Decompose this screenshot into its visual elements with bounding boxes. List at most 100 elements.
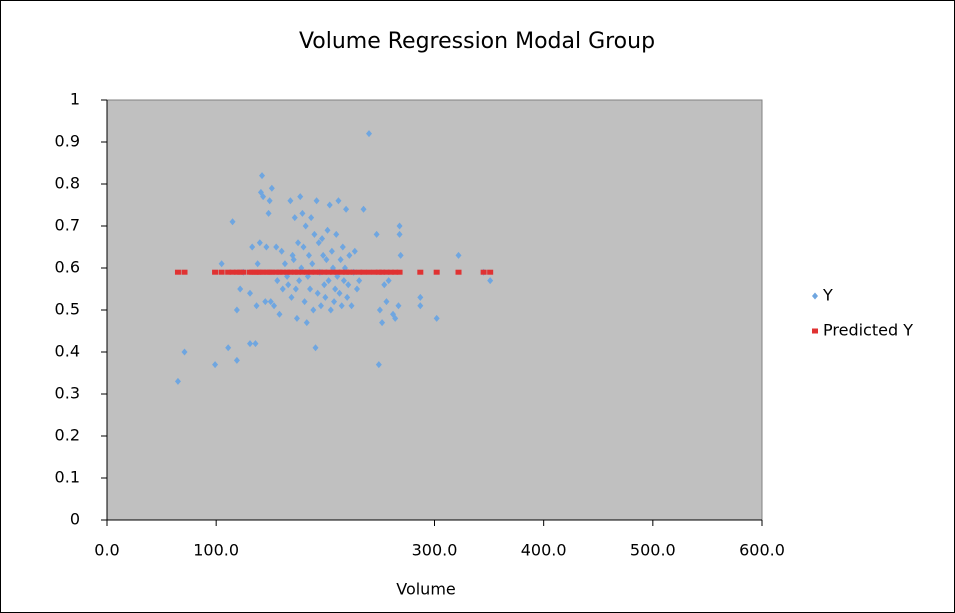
predicted-point <box>291 269 298 275</box>
x-tick-label: 300.0 <box>412 541 458 560</box>
data-point <box>237 285 244 293</box>
data-point <box>340 277 347 285</box>
data-point <box>218 260 225 268</box>
predicted-point <box>260 269 267 275</box>
predicted-point <box>329 269 336 275</box>
predicted-point <box>174 269 181 275</box>
predicted-point <box>287 269 294 275</box>
data-point <box>295 239 302 247</box>
data-point <box>278 247 285 255</box>
data-point <box>266 197 273 205</box>
data-point <box>276 310 283 318</box>
data-point <box>323 256 330 264</box>
predicted-point <box>276 269 283 275</box>
data-point <box>397 251 404 259</box>
data-point <box>296 277 303 285</box>
predicted-point <box>455 269 462 275</box>
data-point <box>265 209 272 217</box>
data-point <box>307 285 314 293</box>
data-point <box>268 184 275 192</box>
data-point <box>353 285 360 293</box>
data-point <box>212 361 219 369</box>
predicted-point <box>284 269 291 275</box>
predicted-point <box>417 269 424 275</box>
data-point <box>253 302 260 310</box>
predicted-point <box>225 269 232 275</box>
data-point <box>324 226 331 234</box>
data-point <box>274 277 281 285</box>
predicted-point <box>229 269 236 275</box>
predicted-point <box>325 269 332 275</box>
predicted-point <box>338 269 345 275</box>
data-point <box>303 319 310 327</box>
data-point <box>339 243 346 251</box>
data-point <box>385 277 392 285</box>
y-tick-label: 0.1 <box>55 468 80 487</box>
predicted-point <box>383 269 390 275</box>
plot-area <box>106 99 763 521</box>
predicted-point <box>334 269 341 275</box>
data-point <box>313 197 320 205</box>
data-point <box>260 193 267 201</box>
x-tick-label: 400.0 <box>521 541 567 560</box>
x-tick-label: 0.0 <box>94 541 119 560</box>
data-point <box>383 298 390 306</box>
data-point <box>319 235 326 243</box>
data-point <box>271 302 278 310</box>
chart-title: Volume Regression Modal Group <box>299 29 655 54</box>
predicted-point <box>249 269 256 275</box>
data-point <box>229 218 236 226</box>
x-tick-label: 600.0 <box>739 541 785 560</box>
data-point <box>417 293 424 301</box>
data-point <box>308 214 315 222</box>
data-point <box>328 247 335 255</box>
data-point <box>288 293 295 301</box>
predicted-point <box>379 269 386 275</box>
predicted-point <box>487 269 494 275</box>
data-point <box>327 306 334 314</box>
legend-label: Predicted Y <box>823 321 913 340</box>
data-point <box>346 251 353 259</box>
data-point <box>317 302 324 310</box>
predicted-point <box>343 269 350 275</box>
data-point <box>174 377 181 385</box>
data-point <box>455 251 462 259</box>
data-point <box>302 222 309 230</box>
data-point <box>366 130 372 138</box>
legend-marker <box>812 292 818 300</box>
data-point <box>292 285 299 293</box>
predicted-point <box>396 269 403 275</box>
data-point <box>337 256 344 264</box>
data-point <box>392 314 399 322</box>
data-point <box>376 306 383 314</box>
data-point <box>348 302 355 310</box>
y-tick-label: 0.3 <box>55 384 80 403</box>
predicted-point <box>181 269 188 275</box>
data-point <box>287 197 294 205</box>
predicted-point <box>316 269 323 275</box>
data-point <box>263 243 270 251</box>
data-point <box>254 260 261 268</box>
data-point <box>373 230 380 238</box>
data-point <box>309 260 316 268</box>
data-point <box>417 302 424 310</box>
data-point <box>356 277 363 285</box>
data-point <box>325 277 332 285</box>
y-tick-label: 0.4 <box>55 342 80 361</box>
data-point <box>338 302 345 310</box>
predicted-point <box>312 269 319 275</box>
data-point <box>181 348 188 356</box>
predicted-point <box>218 269 225 275</box>
y-tick-label: 0.2 <box>55 426 80 445</box>
predicted-point <box>375 269 382 275</box>
predicted-point <box>273 269 280 275</box>
data-point <box>297 193 304 201</box>
data-point <box>252 340 259 348</box>
data-point <box>360 205 367 213</box>
data-point <box>299 209 306 217</box>
data-point <box>332 285 339 293</box>
data-point <box>381 281 388 289</box>
data-point <box>262 298 269 306</box>
data-point <box>344 293 351 301</box>
